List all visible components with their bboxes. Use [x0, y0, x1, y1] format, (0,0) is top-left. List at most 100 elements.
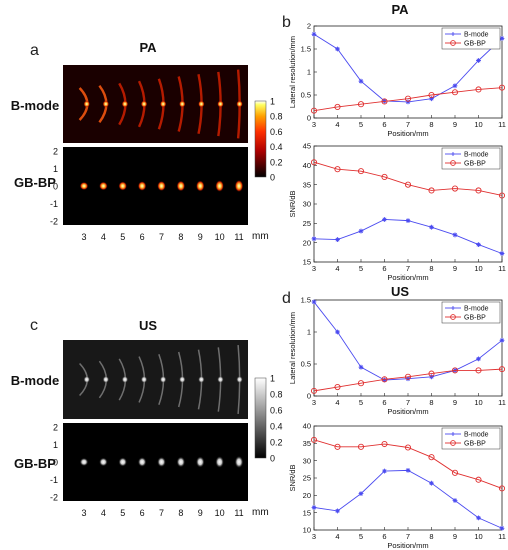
- c-y-tick-label: -1: [50, 475, 58, 485]
- data-point-bmode: [499, 525, 505, 531]
- a-bmode-focus: [198, 100, 205, 108]
- a-gbbp-spot: [215, 180, 224, 192]
- panel-c-row1-label: B-mode: [11, 373, 59, 388]
- data-point-bmode: [476, 356, 481, 362]
- a-bmode-focus: [102, 100, 110, 108]
- y-tick-label: 1.5: [301, 45, 311, 54]
- data-point-gbbp: [381, 440, 388, 448]
- y-axis-label: Lateral resolution/mm: [288, 36, 297, 108]
- legend-label: B-mode: [464, 32, 489, 39]
- c-gbbp-spot: [196, 456, 205, 468]
- y-tick-label: 40: [303, 161, 311, 170]
- x-tick-label: 3: [312, 264, 316, 273]
- x-tick-label: 10: [474, 264, 482, 273]
- x-tick-label: 7: [406, 120, 410, 129]
- a-y-tick-label: 1: [53, 164, 58, 174]
- data-point-gbbp: [310, 436, 318, 443]
- data-point-gbbp: [357, 443, 365, 450]
- c-bmode-focus: [236, 376, 243, 383]
- x-tick-label: 11: [498, 264, 506, 273]
- x-tick-label: 9: [453, 264, 457, 273]
- y-tick-label: 30: [303, 456, 311, 465]
- panel-a-row2-label: GB-BP: [14, 175, 56, 190]
- data-point-bmode: [499, 251, 505, 256]
- data-point-bmode: [382, 377, 387, 383]
- x-tick-label: 5: [359, 264, 363, 273]
- panel-a-title: PA: [139, 40, 157, 55]
- x-tick-label: 10: [474, 398, 482, 407]
- panel-a-x-axis: 3 4 5 6 7 8 9 10 11: [81, 232, 243, 242]
- data-point-gbbp: [498, 366, 506, 373]
- panel-c-bmode-image: [63, 340, 248, 419]
- c-bmode-focus: [83, 376, 90, 383]
- panel-c-bmode-arcs: [79, 345, 243, 414]
- data-point-gbbp: [498, 192, 506, 199]
- legend-marker: [451, 432, 455, 436]
- data-point-bmode: [476, 515, 481, 521]
- data-point-gbbp: [475, 476, 482, 483]
- data-point-bmode: [405, 99, 411, 105]
- c-bmode-focus: [198, 376, 205, 383]
- data-point-gbbp: [451, 469, 459, 476]
- y-tick-label: 20: [303, 491, 311, 500]
- data-point-gbbp: [475, 187, 482, 194]
- data-point-gbbp: [381, 173, 388, 180]
- panel-a-y-axis: 2 1 0 -1 -2: [50, 147, 58, 227]
- data-point-gbbp: [404, 373, 412, 380]
- y-tick-label: 35: [303, 180, 311, 189]
- a-y-tick-label: -2: [50, 217, 58, 227]
- x-tick-label: 3: [312, 398, 316, 407]
- a-gbbp-spot: [234, 180, 244, 192]
- a-gbbp-spot: [137, 181, 147, 191]
- c-colorbar-tick-label: 0.4: [270, 422, 283, 432]
- data-point-bmode: [429, 224, 434, 230]
- data-point-gbbp: [451, 89, 459, 96]
- x-tick-label: 11: [498, 398, 506, 407]
- data-point-gbbp: [428, 454, 435, 461]
- c-bmode-focus: [140, 376, 148, 383]
- data-point-gbbp: [428, 370, 435, 377]
- panel-a-bmode-arcs: [78, 69, 243, 139]
- c-colorbar-tick-label: 1: [270, 374, 275, 384]
- panel-letter-c: c: [30, 317, 38, 334]
- c-gbbp-spot: [176, 456, 186, 468]
- a-x-tick-label: 8: [178, 232, 183, 242]
- data-point-bmode: [405, 376, 411, 382]
- a-x-tick-label: 5: [120, 232, 125, 242]
- c-x-tick-label: 3: [81, 508, 86, 518]
- data-point-gbbp: [451, 185, 459, 192]
- data-point-bmode: [358, 491, 364, 496]
- c-bmode-focus: [102, 376, 110, 383]
- data-point-gbbp: [357, 168, 365, 175]
- x-tick-label: 7: [406, 532, 410, 541]
- x-tick-label: 3: [312, 120, 316, 129]
- c-y-tick-label: 1: [53, 440, 58, 450]
- y-tick-label: 40: [303, 422, 311, 431]
- a-bmode-focus: [217, 100, 224, 108]
- c-x-tick-label: 4: [101, 508, 106, 518]
- y-axis-label: Lateral resolution/mm: [288, 312, 297, 384]
- a-x-tick-label: 9: [198, 232, 203, 242]
- legend-marker: [450, 440, 456, 446]
- x-tick-label: 9: [453, 398, 457, 407]
- data-point-bmode: [311, 299, 317, 305]
- data-point-bmode: [452, 498, 458, 503]
- a-colorbar-tick-label: 1: [270, 97, 275, 107]
- chart-d-lateral-resolution: 3 4 5 6 7 8 9 10 11 0 0.5 1 1.5 Position/mm Lateral re…: [288, 296, 506, 416]
- x-tick-label: 7: [406, 398, 410, 407]
- a-gbbp-spot: [196, 180, 205, 192]
- x-axis-label: Position/mm: [387, 541, 428, 550]
- data-point-gbbp: [334, 383, 341, 391]
- c-bmode-focus: [217, 376, 224, 383]
- c-gbbp-spot: [79, 458, 89, 466]
- c-y-tick-label: 0: [53, 458, 58, 468]
- c-bmode-focus: [179, 376, 186, 383]
- data-point-gbbp: [310, 159, 318, 166]
- data-point-bmode: [452, 232, 458, 238]
- x-tick-label: 8: [429, 264, 433, 273]
- x-tick-label: 6: [382, 532, 386, 541]
- panel-a-row1-label: B-mode: [11, 98, 59, 113]
- c-gbbp-spot: [215, 456, 224, 468]
- c-x-tick-label: 11: [234, 508, 243, 518]
- y-tick-label: 0.5: [301, 360, 311, 369]
